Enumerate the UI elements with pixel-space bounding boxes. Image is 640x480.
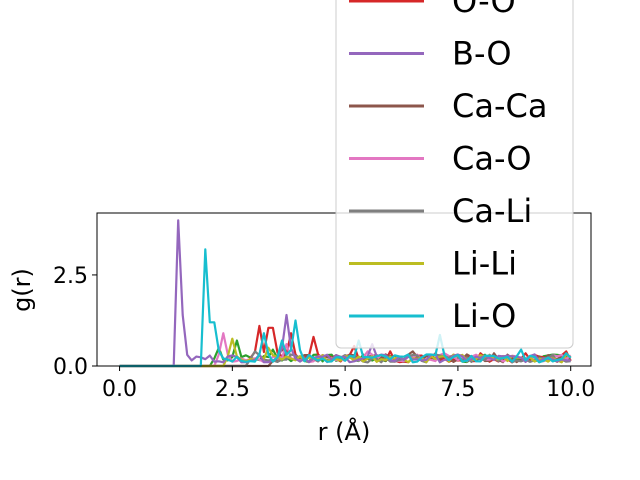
legend-label-ca-ca: Ca-Ca (452, 87, 547, 125)
x-axis: 0.0 2.5 5.0 7.5 10.0 (102, 366, 595, 402)
x-tick-label: 10.0 (546, 377, 595, 402)
plot-area (96, 212, 592, 368)
legend: O-O B-O Ca-Ca Ca-O Ca-Li Li-Li Li-O (335, 0, 574, 349)
legend-label-b-o: B-O (452, 35, 512, 73)
x-tick-label: 0.0 (102, 377, 137, 402)
x-tick-label: 2.5 (215, 377, 250, 402)
x-axis-label: r (Å) (318, 417, 371, 446)
legend-label-o-o: O-O (452, 0, 516, 20)
legend-label-li-o: Li-O (452, 297, 516, 335)
y-tick-label: 0.0 (53, 355, 88, 380)
x-tick-label: 5.0 (328, 377, 363, 402)
x-tick-label: 7.5 (440, 377, 475, 402)
y-axis: 0.0 2.5 (53, 264, 97, 380)
y-axis-label: g(r) (8, 268, 36, 312)
legend-label-ca-li: Ca-Li (452, 192, 532, 230)
legend-box (335, 0, 574, 349)
series-line-b-o (119, 219, 571, 368)
legend-label-li-li: Li-Li (452, 245, 517, 283)
y-tick-label: 2.5 (53, 264, 88, 289)
legend-label-ca-o: Ca-O (452, 140, 532, 178)
